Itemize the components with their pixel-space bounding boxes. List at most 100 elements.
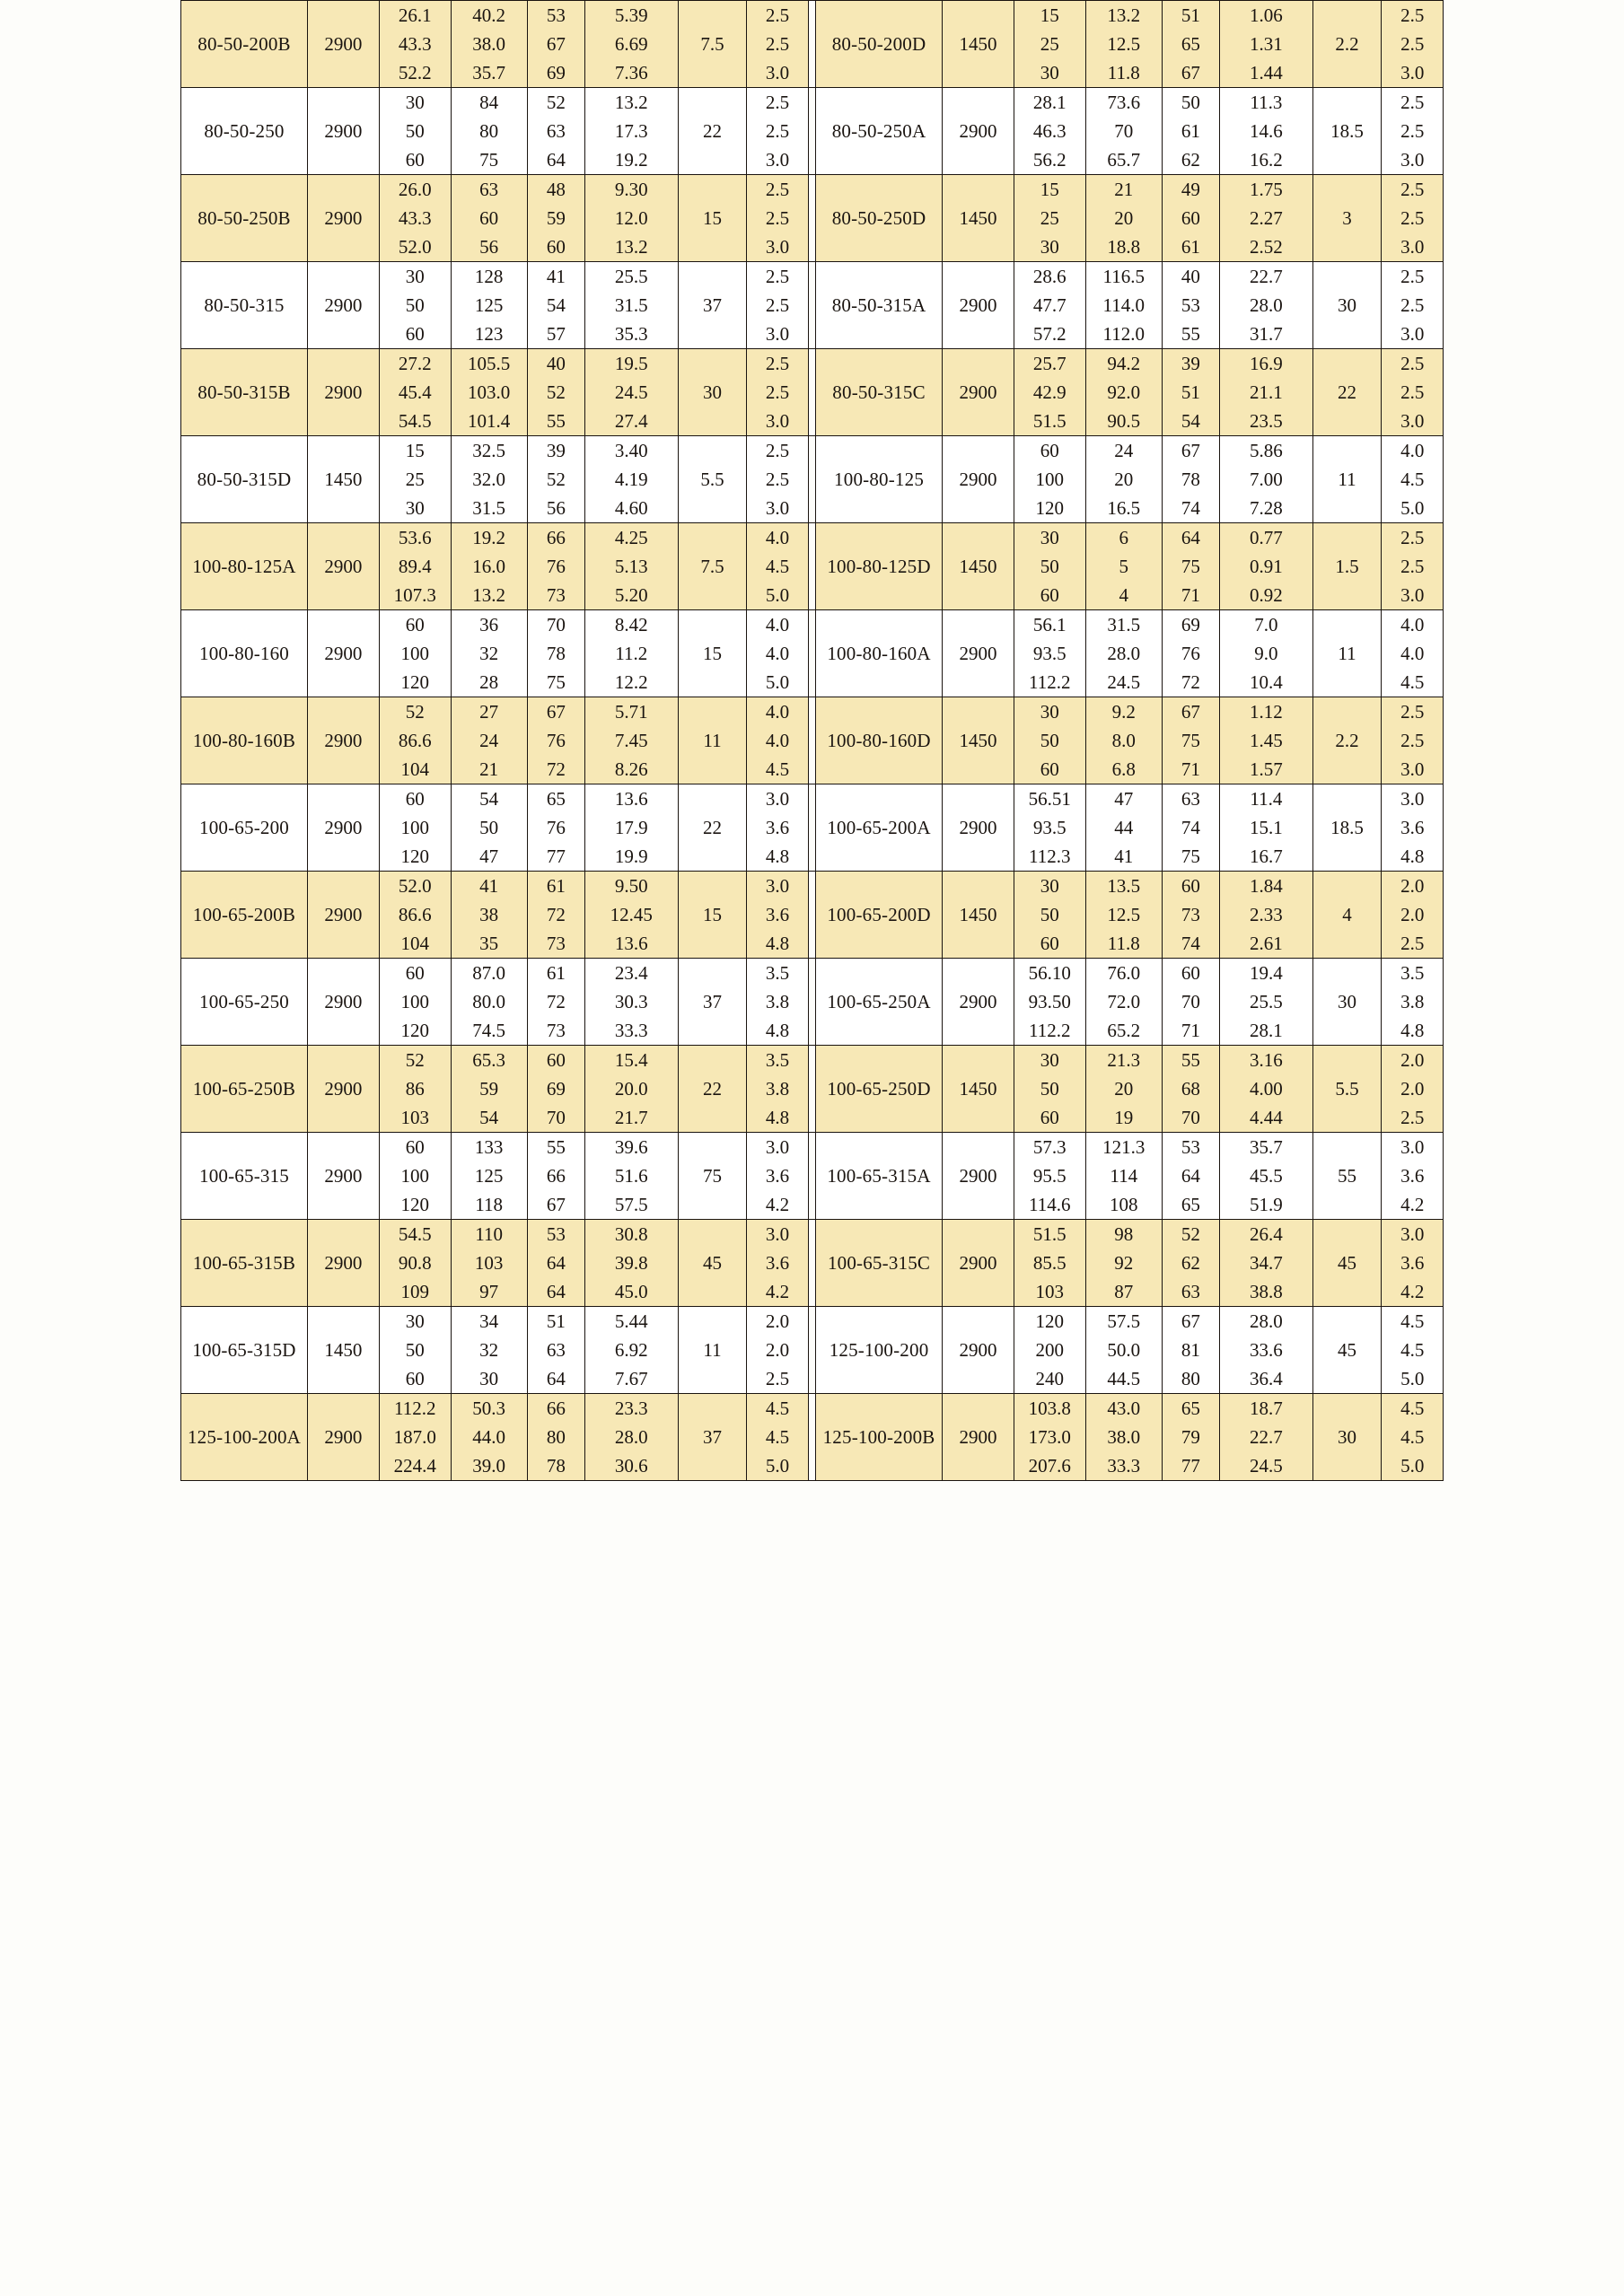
efficiency-e-line: 74 — [1181, 933, 1200, 954]
flow-q-line: 26.1 — [398, 4, 432, 26]
efficiency-e-line: 61 — [1181, 120, 1200, 142]
efficiency-e-line: 75 — [1181, 556, 1200, 577]
efficiency-e: 65 79 77 — [1161, 1393, 1221, 1481]
flow-q: 27.2 45.4 54.5 — [378, 348, 452, 436]
pump-model-right: 100-65-315A — [815, 1132, 944, 1220]
power-n: 1.06 1.31 1.44 — [1219, 0, 1313, 88]
pump-model-right: 125-100-200 — [815, 1306, 944, 1394]
efficiency-e: 65 76 77 — [526, 784, 585, 872]
head-h-line: 75 — [479, 149, 499, 171]
power-n-line: 7.00 — [1249, 469, 1283, 490]
flow-q-line: 30 — [405, 1310, 425, 1332]
power-n-line: 10.4 — [1249, 671, 1283, 693]
flow-q-line: 187.0 — [393, 1426, 436, 1448]
power-n: 30.8 39.8 45.0 — [584, 1219, 679, 1307]
efficiency-e: 51 63 64 — [526, 1306, 585, 1394]
npsh-npsh-line: 2.5 — [1400, 730, 1425, 751]
npsh-npsh-line: 5.0 — [765, 584, 790, 606]
head-h-line: 38 — [479, 904, 499, 925]
npsh-npsh-line: 4.0 — [1400, 440, 1425, 461]
motor-power-left: 15 — [677, 609, 748, 697]
efficiency-e: 52 62 63 — [1161, 1219, 1221, 1307]
efficiency-e-line: 51 — [1181, 4, 1200, 26]
flow-q-line: 56.2 — [1032, 149, 1067, 171]
flow-q-line: 104 — [400, 758, 429, 780]
head-h: 133 125 118 — [450, 1132, 528, 1220]
head-h-line: 72.0 — [1107, 991, 1141, 1012]
power-n-line: 19.5 — [614, 353, 648, 374]
head-h-line: 56 — [479, 236, 499, 258]
efficiency-e-line: 54 — [1181, 410, 1200, 432]
power-n: 5.44 6.92 7.67 — [584, 1306, 679, 1394]
flow-q: 60 100 120 — [378, 609, 452, 697]
pump-model-right: 100-80-160A — [815, 609, 944, 697]
head-h-line: 11.8 — [1107, 933, 1140, 954]
efficiency-e-line: 67 — [1181, 440, 1200, 461]
efficiency-e-line: 76 — [546, 817, 566, 838]
flow-q-line: 120 — [1035, 1310, 1065, 1332]
table-row: 100-65-315B 2900 54.5 90.8 109 110 103 97 53 64 64… — [180, 1219, 1444, 1307]
power-n: 22.7 28.0 31.7 — [1219, 261, 1313, 349]
power-n-line: 25.5 — [614, 266, 648, 287]
flow-q: 25.7 42.9 51.5 — [1013, 348, 1086, 436]
motor-power-right: 22 — [1312, 348, 1383, 436]
efficiency-e-line: 66 — [546, 1165, 566, 1187]
power-n: 19.4 25.5 28.1 — [1219, 958, 1313, 1046]
npsh-npsh-line: 3.0 — [765, 1136, 790, 1158]
head-h: 57.5 50.0 44.5 — [1084, 1306, 1163, 1394]
power-n-line: 28.1 — [1249, 1020, 1283, 1041]
npsh-npsh-line: 2.5 — [765, 294, 790, 316]
power-n-line: 0.92 — [1249, 584, 1283, 606]
flow-q-line: 46.3 — [1032, 120, 1067, 142]
flow-q-line: 60 — [405, 614, 425, 635]
head-h-line: 92 — [1114, 1252, 1134, 1274]
npsh-npsh: 3.0 3.6 4.2 — [1381, 1219, 1444, 1307]
power-n-line: 13.2 — [614, 236, 648, 258]
efficiency-e-line: 63 — [1181, 788, 1200, 810]
efficiency-e: 40 53 55 — [1161, 261, 1221, 349]
power-n-line: 45.5 — [1249, 1165, 1283, 1187]
npsh-npsh-line: 3.5 — [765, 1049, 790, 1071]
motor-power-right: 30 — [1312, 1393, 1383, 1481]
npsh-npsh-line: 4.5 — [765, 1398, 790, 1419]
head-h: 121.3 114 108 — [1084, 1132, 1163, 1220]
power-n-line: 30.6 — [614, 1455, 648, 1477]
efficiency-e-line: 78 — [546, 1455, 566, 1477]
motor-power-right: 5.5 — [1312, 1045, 1383, 1133]
head-h: 54 50 47 — [450, 784, 528, 872]
power-n: 9.50 12.45 13.6 — [584, 871, 679, 959]
pump-speed-right: 1450 — [942, 174, 1014, 262]
flow-q-line: 50 — [1040, 730, 1059, 751]
flow-q-line: 120 — [400, 1020, 429, 1041]
head-h: 6 5 4 — [1084, 522, 1163, 610]
npsh-npsh-line: 2.5 — [1400, 381, 1425, 403]
efficiency-e-line: 75 — [1181, 730, 1200, 751]
npsh-npsh-line: 4.5 — [1400, 671, 1425, 693]
head-h-line: 50 — [479, 817, 499, 838]
npsh-npsh-line: 4.2 — [765, 1194, 790, 1215]
flow-q-line: 60 — [405, 962, 425, 984]
efficiency-e: 51 65 67 — [1161, 0, 1221, 88]
efficiency-e-line: 50 — [1181, 92, 1200, 113]
power-n-line: 51.9 — [1249, 1194, 1283, 1215]
head-h: 27 24 21 — [450, 697, 528, 784]
pump-speed-left: 2900 — [307, 261, 380, 349]
flow-q-line: 86.6 — [398, 730, 432, 751]
efficiency-e-line: 72 — [546, 904, 566, 925]
head-h: 84 80 75 — [450, 87, 528, 175]
flow-q-line: 112.3 — [1029, 846, 1071, 867]
head-h-line: 65.3 — [472, 1049, 506, 1071]
flow-q-line: 30 — [1040, 527, 1059, 548]
flow-q: 53.6 89.4 107.3 — [378, 522, 452, 610]
npsh-npsh-line: 2.5 — [765, 1368, 790, 1389]
npsh-npsh-line: 4.5 — [1400, 1398, 1425, 1419]
efficiency-e-line: 61 — [1181, 236, 1200, 258]
power-n-line: 39.6 — [614, 1136, 648, 1158]
npsh-npsh-line: 3.0 — [1400, 236, 1425, 258]
head-h-line: 57.5 — [1107, 1310, 1141, 1332]
head-h-line: 27 — [479, 701, 499, 723]
head-h-line: 118 — [475, 1194, 504, 1215]
efficiency-e-line: 60 — [546, 1049, 566, 1071]
motor-power-left: 75 — [677, 1132, 748, 1220]
head-h: 94.2 92.0 90.5 — [1084, 348, 1163, 436]
